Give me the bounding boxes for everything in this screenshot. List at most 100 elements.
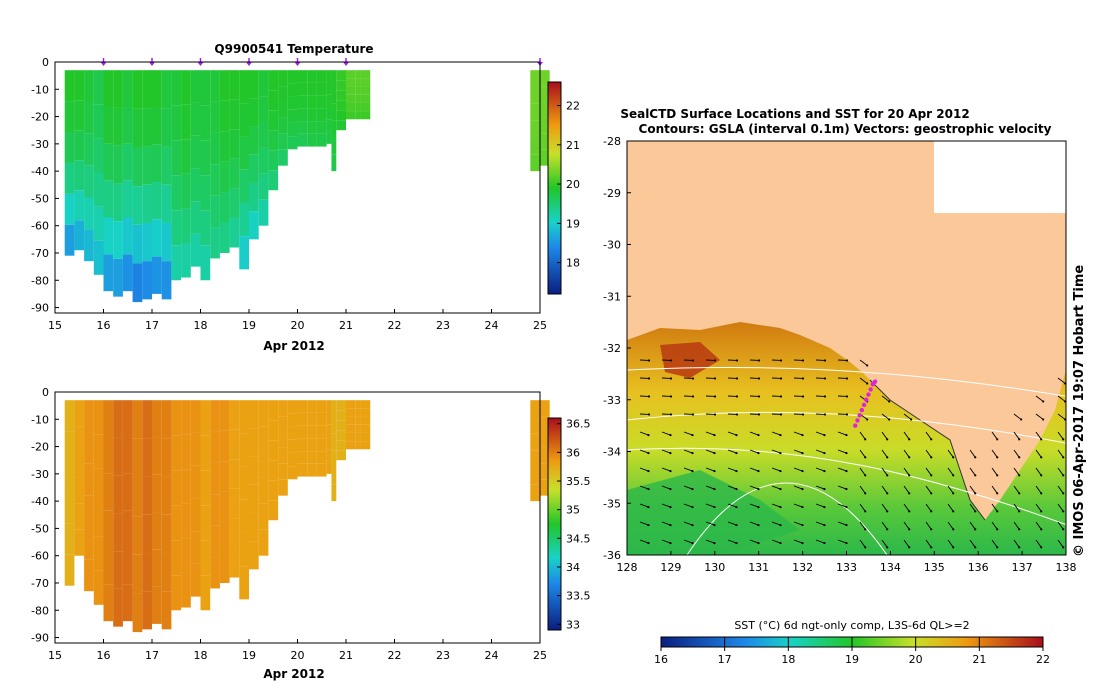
profile-cell: [84, 495, 94, 528]
velocity-vector: [661, 539, 671, 544]
profile-cell: [307, 463, 317, 477]
velocity-vector-head: [1062, 528, 1065, 531]
profile-cell: [346, 416, 356, 425]
velocity-vector: [859, 485, 866, 494]
profile-cell: [239, 532, 249, 567]
profile-cell: [346, 86, 356, 95]
velocity-vector-head: [801, 487, 804, 491]
profile-cell: [84, 400, 94, 433]
profile-cell: [152, 219, 162, 257]
profile-cell: [113, 475, 123, 514]
profile-cell: [132, 438, 143, 478]
seal-location: [855, 418, 860, 423]
profile-cell: [64, 101, 75, 133]
velocity-vector: [1013, 431, 1020, 440]
profile-cell: [530, 137, 540, 155]
profile-cell: [249, 98, 259, 127]
profile-cell: [316, 412, 327, 426]
x-tick-label: 17: [145, 649, 159, 662]
profile-cell: [152, 256, 162, 294]
velocity-vector: [969, 539, 976, 548]
profile-cell: [326, 424, 332, 438]
profile-cell: [355, 78, 361, 87]
profile-cell: [346, 111, 356, 120]
profile-cell: [190, 563, 201, 597]
velocity-vector: [815, 467, 825, 472]
velocity-vector-head: [735, 487, 738, 491]
velocity-vector-head: [864, 474, 867, 477]
y-tick-label: -60: [31, 220, 49, 233]
profile-cell: [355, 86, 361, 95]
velocity-vector: [903, 521, 910, 530]
sst-colorbar-ticks: 16 17 18 19 20 21 22: [654, 637, 1050, 666]
velocity-vector: [749, 431, 759, 436]
y-tick-label: -40: [31, 495, 49, 508]
y-tick-label: -35: [603, 497, 621, 510]
profile-cell: [152, 437, 162, 475]
seal-location: [864, 397, 869, 402]
velocity-vector: [859, 521, 866, 530]
profile-cell: [346, 70, 356, 79]
profile-cell: [268, 170, 279, 191]
profile-cell: [297, 412, 308, 426]
velocity-vector-head: [908, 546, 911, 549]
profile-cell: [229, 129, 240, 159]
profile-cell: [316, 108, 327, 122]
velocity-vector: [1057, 431, 1064, 440]
profile-cell: [331, 137, 337, 155]
profile-cell: [297, 451, 308, 464]
profile-cell: [93, 434, 104, 469]
velocity-vector-head: [864, 438, 867, 441]
velocity-vector: [771, 467, 781, 472]
velocity-vector-head: [757, 541, 760, 545]
velocity-vector: [925, 521, 932, 530]
velocity-vector: [661, 431, 671, 436]
velocity-vector-head: [908, 510, 911, 513]
velocity-vector-head: [757, 433, 760, 437]
profile-cell: [103, 107, 114, 144]
sst-map-panel: SealCTD Surface Locations and SST for 20…: [603, 107, 1087, 666]
velocity-vector: [881, 449, 888, 458]
y-tick-label: -32: [603, 342, 621, 355]
velocity-vector-head: [757, 377, 761, 380]
profile-cell: [278, 432, 288, 448]
profile-cell: [360, 94, 371, 103]
profile-cell: [229, 217, 240, 248]
x-tick-label: 133: [836, 561, 857, 574]
profile-cell: [161, 184, 172, 223]
velocity-vector-head: [888, 400, 891, 403]
velocity-vector-head: [845, 413, 849, 416]
profile-cell: [258, 452, 269, 478]
velocity-vector-head: [1020, 418, 1023, 421]
velocity-vector-head: [1040, 474, 1043, 477]
velocity-vector-head: [886, 456, 889, 459]
profile-cell: [360, 441, 371, 450]
x-tick-label: 23: [436, 649, 450, 662]
velocity-vector: [903, 449, 910, 458]
x-tick-label: 129: [660, 561, 681, 574]
profile-cell: [331, 103, 337, 121]
velocity-vector: [1057, 467, 1064, 476]
profile-cell: [331, 70, 337, 88]
profile-cell: [326, 94, 332, 108]
x-tick-label: 132: [792, 561, 813, 574]
profile-cell: [258, 199, 269, 226]
profile-cell: [122, 584, 133, 622]
velocity-vector-head: [647, 523, 650, 527]
surfacing-marker-head: [294, 62, 301, 66]
profile-cell: [171, 540, 182, 576]
velocity-vector-head: [930, 456, 933, 459]
profile-cell: [210, 557, 220, 589]
velocity-vector: [639, 503, 649, 508]
velocity-vector-head: [886, 546, 889, 549]
profile-cell: [336, 410, 346, 421]
profile-cell: [190, 498, 201, 532]
velocity-vector: [705, 539, 715, 544]
velocity-vector: [947, 467, 954, 476]
velocity-vector: [925, 485, 932, 494]
profile-cell: [278, 70, 288, 87]
velocity-vector-head: [908, 528, 911, 531]
y-tick-label: -34: [603, 446, 621, 459]
velocity-vector: [991, 503, 998, 512]
velocity-vector-head: [930, 438, 933, 441]
